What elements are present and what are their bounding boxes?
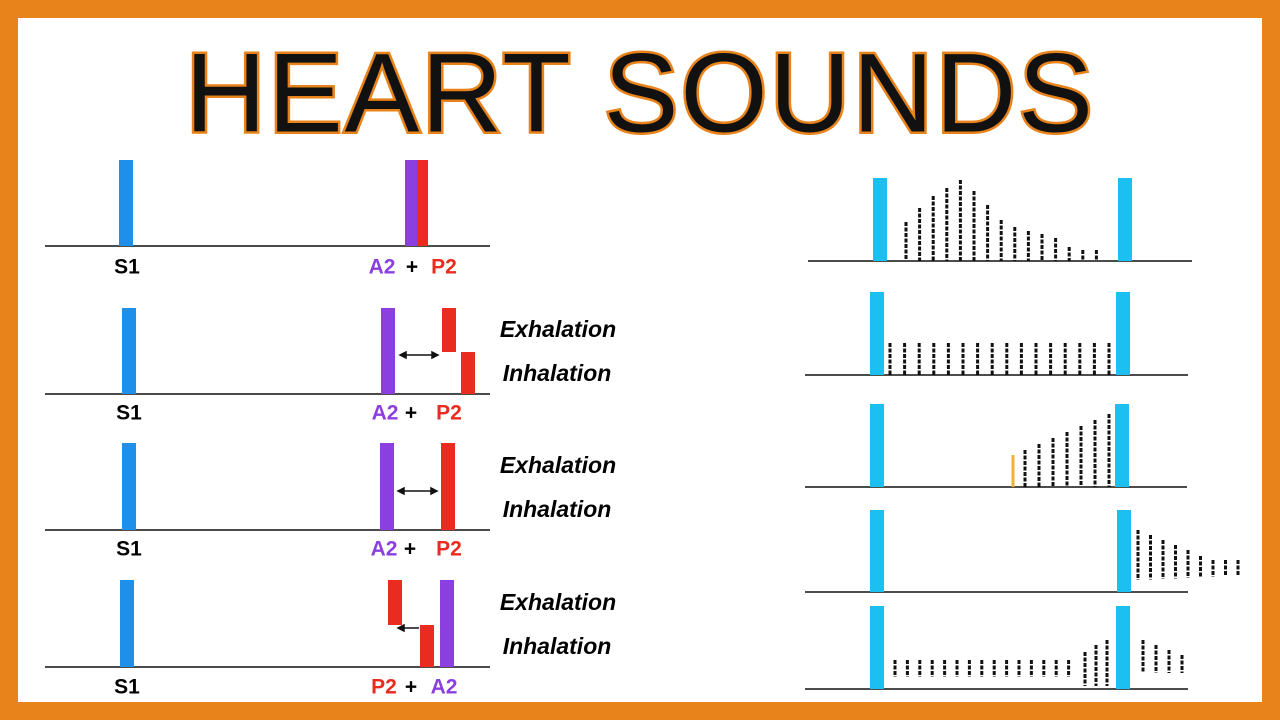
inhalation-label: Inhalation bbox=[503, 496, 612, 522]
s1-label: S1 bbox=[116, 538, 142, 561]
left-label: A2 bbox=[372, 402, 399, 425]
s2-bar bbox=[1115, 404, 1129, 487]
s1-bar bbox=[870, 606, 884, 689]
a2-bar bbox=[440, 580, 454, 667]
s1-label: S1 bbox=[114, 676, 140, 699]
p2-bar bbox=[441, 443, 455, 530]
plus-label: + bbox=[405, 402, 417, 425]
s1-bar bbox=[870, 510, 884, 592]
s1-label: S1 bbox=[116, 402, 142, 425]
left-label: A2 bbox=[369, 256, 396, 279]
inhalation-label: Inhalation bbox=[503, 633, 612, 659]
s1-bar bbox=[870, 292, 884, 375]
a2-bar bbox=[381, 308, 395, 394]
s1-bar bbox=[870, 404, 884, 487]
arrows bbox=[396, 350, 440, 633]
s1-bar bbox=[122, 308, 136, 394]
p2-bar bbox=[417, 160, 428, 246]
left-label: A2 bbox=[371, 538, 398, 561]
split-panels bbox=[45, 160, 490, 668]
exhalation-label: Exhalation bbox=[500, 316, 616, 342]
right-label: A2 bbox=[431, 676, 458, 699]
murmur-panels bbox=[805, 178, 1240, 690]
plus-label: + bbox=[405, 676, 417, 699]
s1-bar bbox=[873, 178, 887, 261]
inhalation-label: Inhalation bbox=[503, 360, 612, 386]
right-label: P2 bbox=[436, 402, 462, 425]
p2-bar bbox=[461, 352, 475, 394]
s2-bar bbox=[1118, 178, 1132, 261]
s1-bar bbox=[119, 160, 133, 246]
s1-bar bbox=[122, 443, 136, 530]
canvas bbox=[18, 18, 1262, 702]
p2-bar bbox=[442, 308, 456, 352]
s1-label: S1 bbox=[114, 256, 140, 279]
exhalation-label: Exhalation bbox=[500, 589, 616, 615]
a2-bar bbox=[380, 443, 394, 530]
p2-bar bbox=[388, 580, 402, 625]
s2-bar bbox=[1116, 292, 1130, 375]
labels: S1 A2 + P2 S1 A2 + P2 Exhalation Inhalation S1 A2 + P… bbox=[114, 256, 616, 699]
plus-label: + bbox=[406, 256, 418, 279]
p2-bar bbox=[420, 625, 434, 667]
right-label: P2 bbox=[436, 538, 462, 561]
exhalation-label: Exhalation bbox=[500, 452, 616, 478]
s2-bar bbox=[1117, 510, 1131, 592]
s2-bar bbox=[1116, 606, 1130, 689]
title: HEART SOUNDS bbox=[185, 31, 1095, 156]
a2-bar bbox=[405, 160, 417, 246]
right-label: P2 bbox=[431, 256, 457, 279]
left-label: P2 bbox=[371, 676, 397, 699]
s1-bar bbox=[120, 580, 134, 667]
plus-label: + bbox=[404, 538, 416, 561]
